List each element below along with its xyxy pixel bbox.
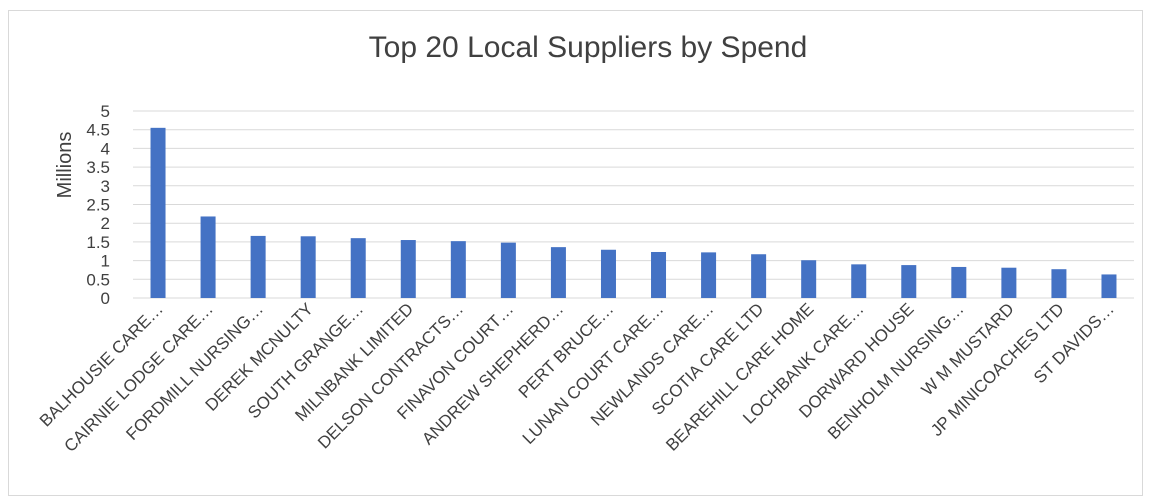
y-tick-label: 4.5 <box>86 121 110 140</box>
bar <box>300 236 316 298</box>
bar <box>1001 267 1017 298</box>
bars <box>150 127 1117 298</box>
y-tick-label: 2 <box>101 214 110 233</box>
bar <box>350 238 366 298</box>
y-tick-label: 1.5 <box>86 233 110 252</box>
bar <box>701 252 717 298</box>
bar <box>500 242 516 298</box>
bar <box>200 216 216 298</box>
y-tick-label: 2.5 <box>86 196 110 215</box>
bar <box>951 266 967 298</box>
y-tick-label: 0.5 <box>86 270 110 289</box>
bar <box>150 127 166 298</box>
y-axis-title: Millions <box>54 132 76 199</box>
x-tick-label: W M MUSTARD <box>918 299 1018 399</box>
y-tick-label: 5 <box>101 102 110 121</box>
y-tick-label: 0 <box>101 289 110 308</box>
y-tick-label: 3.5 <box>86 158 110 177</box>
x-axis-ticks: BALHOUSIE CARE…CAIRNIE LODGE CARE…FORDMI… <box>36 299 1118 455</box>
chart-svg: Top 20 Local Suppliers by Spend Millions… <box>36 31 1134 456</box>
bar <box>751 254 767 298</box>
bar <box>1051 269 1067 298</box>
bar <box>651 251 667 298</box>
bar <box>851 264 867 298</box>
bar <box>250 235 266 298</box>
y-tick-label: 3 <box>101 177 110 196</box>
bar <box>450 241 466 298</box>
bar <box>600 249 616 298</box>
gridlines <box>133 110 1134 299</box>
bar <box>550 247 566 298</box>
bar <box>901 265 917 298</box>
bar <box>1101 274 1117 298</box>
bar <box>801 260 817 298</box>
chart-title: Top 20 Local Suppliers by Spend <box>369 31 808 64</box>
y-tick-label: 4 <box>101 139 110 158</box>
y-tick-label: 1 <box>101 252 110 271</box>
y-axis-ticks: 00.511.522.533.544.55 <box>86 102 110 308</box>
bar <box>400 240 416 298</box>
chart-area: Top 20 Local Suppliers by Spend Millions… <box>8 10 1143 496</box>
